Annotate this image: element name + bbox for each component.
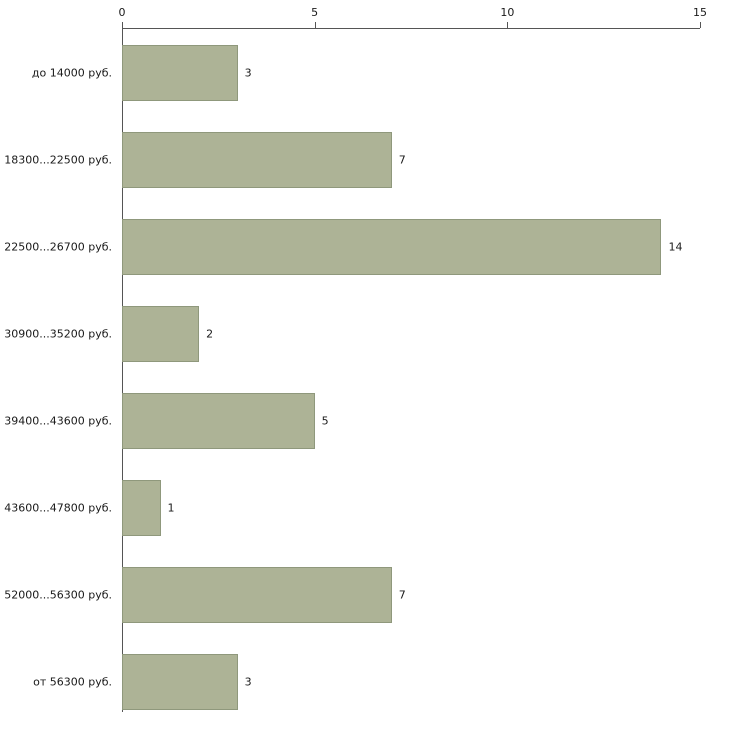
bar — [122, 479, 161, 536]
bar-value-label: 2 — [206, 327, 214, 340]
bar-value-label: 5 — [321, 414, 329, 427]
chart-rows: до 14000 руб. 3 18300...22500 руб. 7 22500..… — [4, 29, 700, 725]
category-label: от 56300 руб. — [33, 675, 112, 688]
category-label: 18300...22500 руб. — [4, 153, 112, 166]
x-tick-mark — [700, 22, 701, 28]
x-tick-mark — [507, 22, 509, 28]
bar-value-label: 14 — [668, 240, 683, 253]
bar-value-label: 1 — [167, 501, 175, 514]
bar — [122, 44, 238, 101]
category-label: 30900...35200 руб. — [4, 327, 112, 340]
chart-row: 30900...35200 руб. 2 — [4, 290, 700, 377]
chart-row: 39400...43600 руб. 5 — [4, 377, 700, 464]
bar-value-label: 7 — [398, 153, 406, 166]
x-tick-label: 10 — [500, 6, 515, 19]
bar-value-label: 3 — [244, 675, 252, 688]
chart-row: 22500...26700 руб. 14 — [4, 203, 700, 290]
x-tick-mark — [314, 22, 316, 28]
chart-row: от 56300 руб. 3 — [33, 638, 700, 725]
category-label: 43600...47800 руб. — [4, 501, 112, 514]
bar — [122, 218, 662, 275]
bar — [122, 305, 200, 362]
x-tick-mark — [122, 22, 123, 28]
bar — [122, 566, 392, 623]
bar-value-label: 7 — [398, 588, 406, 601]
x-tick-label: 15 — [693, 6, 707, 19]
x-axis-line — [122, 28, 700, 29]
category-label: до 14000 руб. — [31, 66, 112, 79]
chart-row: 52000...56300 руб. 7 — [4, 551, 700, 638]
category-label: 22500...26700 руб. — [4, 240, 112, 253]
x-tick-label: 0 — [118, 6, 126, 19]
plot-area: 0 5 10 15 до 14000 руб. 3 18300...22500 руб. 7… — [4, 6, 707, 712]
category-label: 52000...56300 руб. — [4, 588, 112, 601]
bar — [122, 653, 238, 710]
x-tick-label: 5 — [311, 6, 319, 19]
chart-row: до 14000 руб. 3 — [32, 29, 700, 116]
y-axis-line — [122, 28, 123, 712]
bar — [122, 392, 315, 449]
bar-value-label: 3 — [244, 66, 252, 79]
bar — [122, 131, 392, 188]
chart-row: 18300...22500 руб. 7 — [4, 116, 700, 203]
chart-row: 43600...47800 руб. 1 — [4, 464, 700, 551]
category-label: 39400...43600 руб. — [4, 414, 112, 427]
